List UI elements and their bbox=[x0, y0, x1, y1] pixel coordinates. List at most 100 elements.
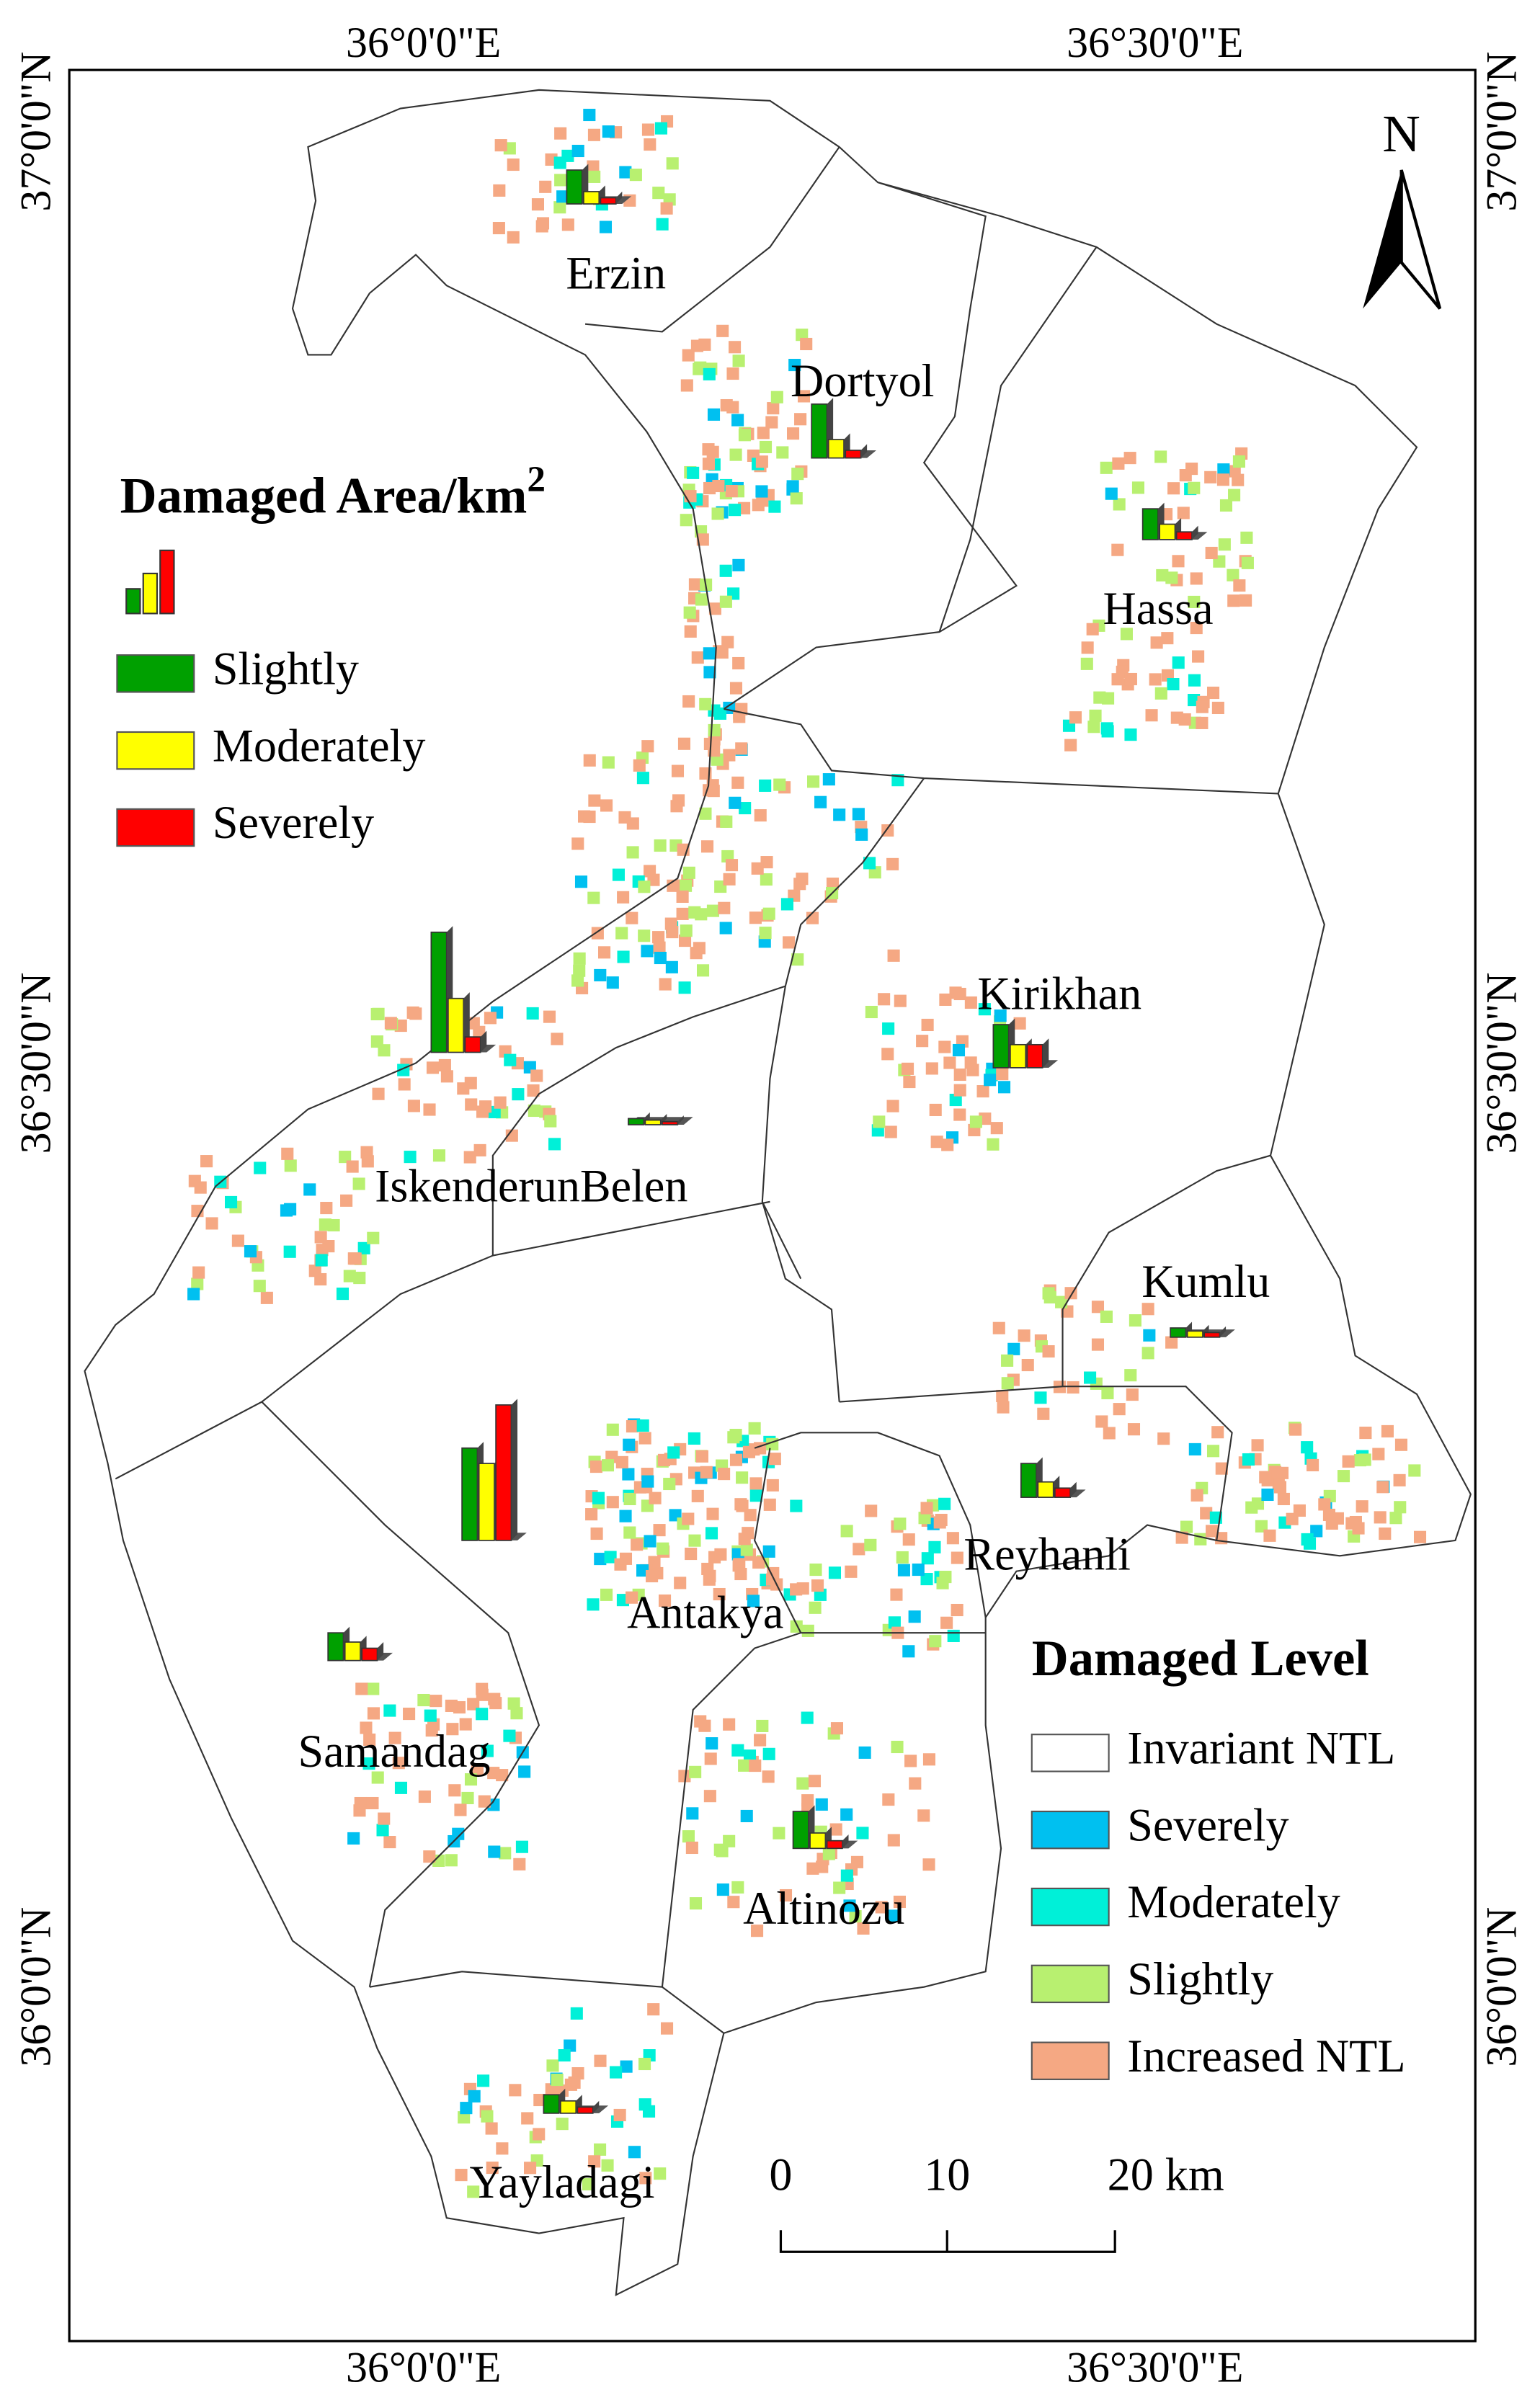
ntl-pixel bbox=[947, 1629, 960, 1642]
ntl-pixel bbox=[615, 927, 628, 940]
ntl-pixel bbox=[884, 1125, 897, 1138]
ntl-pixel bbox=[590, 1527, 603, 1540]
ntl-pixel bbox=[1196, 700, 1209, 713]
ntl-pixel bbox=[656, 1542, 669, 1555]
ntl-pixel bbox=[770, 391, 783, 403]
ntl-pixel bbox=[716, 324, 729, 337]
ntl-pixel bbox=[654, 122, 667, 135]
ntl-pixel bbox=[353, 1804, 366, 1817]
coord-label: 36°30'0"E bbox=[1067, 2344, 1243, 2391]
ntl-pixel bbox=[666, 157, 679, 170]
ntl-pixel bbox=[468, 2090, 481, 2102]
ntl-pixel bbox=[713, 1587, 726, 1601]
ntl-pixel bbox=[711, 507, 724, 520]
legend-label: Moderately bbox=[213, 720, 426, 771]
ntl-pixel bbox=[1374, 1511, 1387, 1524]
ntl-pixel bbox=[473, 1143, 486, 1156]
ntl-pixel bbox=[1154, 687, 1167, 700]
ntl-pixel bbox=[361, 1155, 374, 1168]
ntl-pixel bbox=[1064, 739, 1077, 752]
ntl-pixel bbox=[1018, 1329, 1031, 1342]
ntl-pixel bbox=[801, 1794, 814, 1807]
ntl-pixel bbox=[888, 1616, 901, 1629]
damage-bar bbox=[1020, 1463, 1038, 1498]
damage-bar bbox=[1026, 1043, 1043, 1069]
ntl-pixel bbox=[921, 1552, 934, 1565]
ntl-pixel bbox=[886, 1100, 899, 1112]
ntl-pixel bbox=[1307, 1458, 1319, 1471]
ntl-pixel bbox=[729, 341, 742, 354]
ntl-pixel bbox=[626, 1591, 638, 1604]
ntl-pixel bbox=[893, 1895, 906, 1909]
ntl-pixel bbox=[641, 123, 655, 136]
ntl-pixel bbox=[588, 2155, 601, 2168]
ntl-pixel bbox=[676, 907, 689, 920]
damage-bar bbox=[1186, 1330, 1203, 1338]
legend-label: Slightly bbox=[213, 643, 359, 695]
bar-side bbox=[511, 1399, 518, 1540]
ntl-pixel bbox=[1205, 546, 1218, 560]
ntl-pixel bbox=[652, 931, 665, 944]
ntl-pixel bbox=[1145, 709, 1158, 722]
ntl-pixel bbox=[598, 946, 611, 959]
ntl-pixel bbox=[676, 890, 689, 904]
ntl-pixel bbox=[314, 1231, 327, 1244]
ntl-pixel bbox=[398, 1078, 411, 1091]
ntl-pixel bbox=[418, 1790, 431, 1803]
ntl-pixel bbox=[626, 911, 638, 924]
ntl-pixel bbox=[1001, 1354, 1014, 1367]
ntl-pixel bbox=[1178, 713, 1191, 726]
ntl-pixel bbox=[674, 1577, 687, 1589]
ntl-pixel bbox=[504, 1053, 517, 1066]
scale-label: 0 bbox=[769, 2149, 792, 2200]
ntl-pixel bbox=[544, 1115, 557, 1128]
ntl-pixel bbox=[706, 1737, 718, 1750]
ntl-pixel bbox=[423, 1103, 436, 1116]
north-label: N bbox=[1382, 104, 1420, 163]
ntl-pixel bbox=[793, 878, 806, 891]
arrow-right bbox=[1399, 169, 1442, 310]
ntl-pixel bbox=[1273, 1481, 1287, 1494]
ntl-pixel bbox=[592, 1491, 605, 1504]
ntl-pixel bbox=[732, 354, 745, 367]
ntl-pixel bbox=[388, 1731, 401, 1744]
ntl-pixel bbox=[458, 2111, 471, 2124]
ntl-pixel bbox=[703, 666, 716, 679]
ntl-pixel bbox=[409, 1007, 422, 1020]
north-arrow: N bbox=[1363, 104, 1442, 310]
ntl-pixel bbox=[683, 606, 696, 619]
ntl-pixel bbox=[1124, 1369, 1137, 1382]
ntl-pixel bbox=[693, 942, 706, 955]
ntl-pixel bbox=[734, 1498, 747, 1511]
ntl-pixel bbox=[527, 1084, 540, 1097]
ntl-pixel bbox=[1165, 1336, 1178, 1349]
coord-label: 36°0'0"E bbox=[346, 19, 501, 66]
scale-label: 10 bbox=[924, 2149, 970, 2200]
icon-bar bbox=[125, 588, 141, 615]
ntl-pixel bbox=[682, 1512, 695, 1525]
ntl-pixel bbox=[589, 1461, 602, 1473]
legend-swatch bbox=[1031, 1964, 1110, 2004]
coord-label: 36°0'0"E bbox=[346, 2344, 501, 2391]
ntl-pixel bbox=[564, 2039, 577, 2052]
ntl-pixel bbox=[731, 1744, 744, 1757]
ntl-pixel bbox=[588, 170, 601, 183]
ntl-pixel bbox=[471, 1763, 484, 1776]
ntl-pixel bbox=[755, 485, 768, 498]
ntl-pixel bbox=[564, 2078, 577, 2091]
ntl-pixel bbox=[510, 1707, 523, 1720]
ntl-pixel bbox=[602, 125, 615, 138]
ntl-pixel bbox=[585, 1508, 598, 1521]
damage-bar bbox=[827, 439, 845, 459]
ntl-pixel bbox=[682, 349, 695, 362]
ntl-pixel bbox=[790, 1499, 803, 1512]
ntl-pixel bbox=[626, 817, 639, 830]
ntl-pixel bbox=[526, 1007, 539, 1020]
coord-label: 37°0'0"N bbox=[1478, 52, 1526, 212]
ntl-pixel bbox=[687, 1432, 700, 1445]
ntl-pixel bbox=[665, 960, 678, 973]
ntl-pixel bbox=[1241, 556, 1254, 569]
damage-bar bbox=[992, 1024, 1010, 1069]
ntl-pixel bbox=[1211, 1426, 1224, 1439]
ntl-pixel bbox=[840, 1525, 853, 1538]
